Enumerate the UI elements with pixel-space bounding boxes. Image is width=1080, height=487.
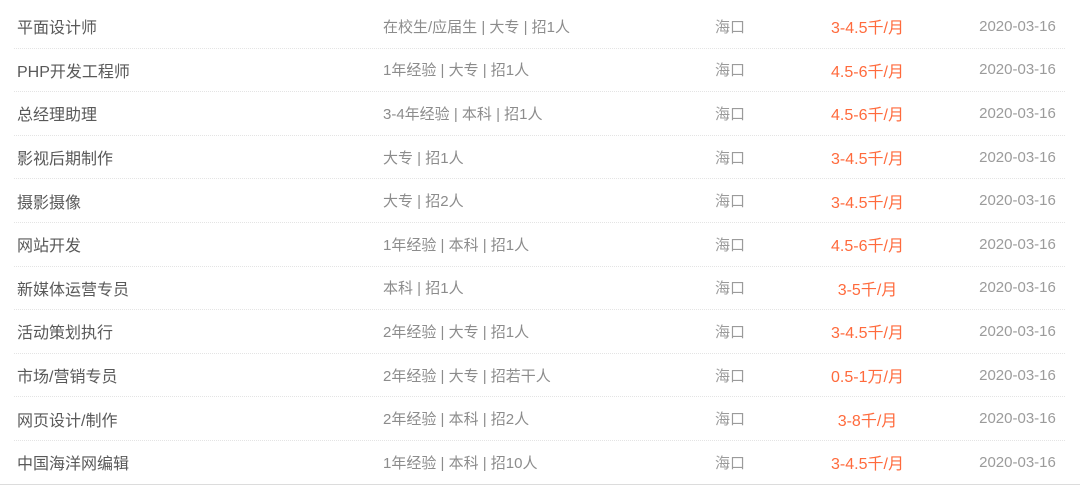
job-date: 2020-03-16 bbox=[979, 104, 1056, 122]
job-title-link[interactable]: 市场/营销专员 bbox=[17, 369, 118, 387]
job-requirements: 本科 | 招1人 bbox=[383, 280, 464, 298]
job-requirements: 1年经验 | 大专 | 招1人 bbox=[383, 62, 530, 80]
job-city: 海口 bbox=[714, 323, 745, 341]
job-title-link[interactable]: 平面设计师 bbox=[17, 20, 98, 38]
job-requirements: 2年经验 | 大专 | 招1人 bbox=[383, 323, 530, 341]
job-city: 海口 bbox=[714, 367, 745, 385]
job-city: 海口 bbox=[714, 62, 745, 80]
job-salary: 3-4.5千/月 bbox=[831, 325, 904, 343]
job-title-link[interactable]: 摄影摄像 bbox=[17, 194, 82, 212]
job-salary: 4.5-6千/月 bbox=[831, 238, 904, 256]
job-requirements: 大专 | 招2人 bbox=[383, 193, 464, 211]
job-city: 海口 bbox=[714, 236, 745, 254]
job-requirements: 2年经验 | 本科 | 招2人 bbox=[383, 411, 530, 429]
job-row[interactable]: 新媒体运营专员 本科 | 招1人 海口 3-5千/月 2020-03-16 bbox=[14, 265, 1065, 310]
job-row[interactable]: 影视后期制作 大专 | 招1人 海口 3-4.5千/月 2020-03-16 bbox=[14, 134, 1065, 179]
job-city: 海口 bbox=[714, 411, 745, 429]
job-city: 海口 bbox=[714, 149, 745, 167]
job-salary: 3-5千/月 bbox=[837, 281, 898, 299]
job-salary: 0.5-1万/月 bbox=[831, 369, 904, 387]
job-row[interactable]: 总经理助理 3-4年经验 | 本科 | 招1人 海口 4.5-6千/月 2020… bbox=[14, 91, 1065, 135]
job-date: 2020-03-16 bbox=[979, 366, 1056, 384]
job-date: 2020-03-16 bbox=[979, 410, 1056, 428]
job-date: 2020-03-16 bbox=[979, 17, 1056, 35]
job-title-link[interactable]: 网页设计/制作 bbox=[17, 412, 118, 430]
job-city: 海口 bbox=[714, 18, 745, 36]
job-row[interactable]: 平面设计师 在校生/应届生 | 大专 | 招1人 海口 3-4.5千/月 202… bbox=[14, 5, 1065, 48]
job-salary: 3-4.5千/月 bbox=[831, 194, 904, 212]
job-requirements: 大专 | 招1人 bbox=[383, 149, 464, 167]
job-title-link[interactable]: 网站开发 bbox=[17, 238, 82, 256]
job-date: 2020-03-16 bbox=[979, 453, 1056, 471]
job-requirements: 1年经验 | 本科 | 招10人 bbox=[383, 454, 538, 472]
job-title-link[interactable]: 影视后期制作 bbox=[17, 151, 114, 169]
job-city: 海口 bbox=[714, 454, 745, 472]
job-title-link[interactable]: 新媒体运营专员 bbox=[17, 281, 130, 299]
job-title-link[interactable]: 中国海洋网编辑 bbox=[17, 456, 130, 474]
job-salary: 3-4.5千/月 bbox=[831, 151, 904, 169]
job-requirements: 3-4年经验 | 本科 | 招1人 bbox=[383, 105, 543, 123]
job-date: 2020-03-16 bbox=[979, 148, 1056, 166]
job-city: 海口 bbox=[714, 105, 745, 123]
job-salary: 3-4.5千/月 bbox=[831, 20, 904, 38]
job-row[interactable]: 网页设计/制作 2年经验 | 本科 | 招2人 海口 3-8千/月 2020-0… bbox=[14, 396, 1065, 440]
job-requirements: 2年经验 | 大专 | 招若干人 bbox=[383, 367, 551, 385]
job-row[interactable]: 活动策划执行 2年经验 | 大专 | 招1人 海口 3-4.5千/月 2020-… bbox=[14, 309, 1065, 353]
job-row[interactable]: 市场/营销专员 2年经验 | 大专 | 招若干人 海口 0.5-1万/月 202… bbox=[14, 352, 1065, 397]
job-salary: 4.5-6千/月 bbox=[831, 107, 904, 125]
job-row[interactable]: 中国海洋网编辑 1年经验 | 本科 | 招10人 海口 3-4.5千/月 202… bbox=[14, 439, 1065, 484]
job-title-link[interactable]: 总经理助理 bbox=[17, 107, 98, 125]
job-requirements: 在校生/应届生 | 大专 | 招1人 bbox=[383, 18, 570, 36]
job-requirements: 1年经验 | 本科 | 招1人 bbox=[383, 236, 530, 254]
job-salary: 3-8千/月 bbox=[837, 412, 898, 430]
job-city: 海口 bbox=[714, 193, 745, 211]
job-date: 2020-03-16 bbox=[979, 61, 1056, 79]
job-date: 2020-03-16 bbox=[979, 322, 1056, 340]
job-date: 2020-03-16 bbox=[979, 192, 1056, 210]
job-row[interactable]: 摄影摄像 大专 | 招2人 海口 3-4.5千/月 2020-03-16 bbox=[14, 178, 1065, 222]
job-row[interactable]: PHP开发工程师 1年经验 | 大专 | 招1人 海口 4.5-6千/月 202… bbox=[14, 47, 1065, 92]
job-title-link[interactable]: PHP开发工程师 bbox=[17, 63, 130, 81]
job-salary: 3-4.5千/月 bbox=[831, 456, 904, 474]
job-date: 2020-03-16 bbox=[979, 279, 1056, 297]
job-title-link[interactable]: 活动策划执行 bbox=[17, 325, 114, 343]
job-city: 海口 bbox=[714, 280, 745, 298]
job-date: 2020-03-16 bbox=[979, 235, 1056, 253]
job-row[interactable]: 网站开发 1年经验 | 本科 | 招1人 海口 4.5-6千/月 2020-03… bbox=[14, 221, 1065, 266]
job-salary: 4.5-6千/月 bbox=[831, 63, 904, 81]
